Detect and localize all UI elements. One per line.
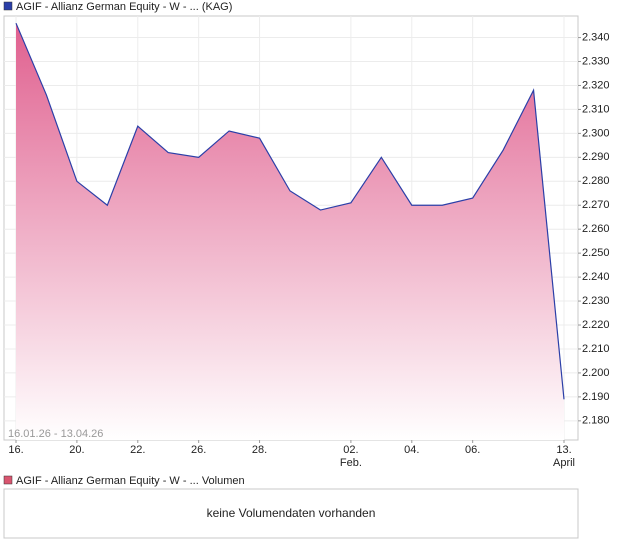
y-tick-label: 2.250 [582,247,610,259]
x-tick-label: 04. [404,444,419,456]
x-tick-label: 22. [130,444,145,456]
y-tick-label: 2.290 [582,151,610,163]
y-tick-label: 2.240 [582,271,610,283]
x-tick-label: 13. [556,444,571,456]
volume-legend-label: AGIF - Allianz German Equity - W - ... V… [16,475,245,487]
y-tick-label: 2.220 [582,319,610,331]
y-tick-label: 2.310 [582,103,610,115]
y-tick-label: 2.180 [582,415,610,427]
legend-swatch [3,1,13,11]
y-tick-label: 2.230 [582,295,610,307]
x-tick-label: 02. [343,444,358,456]
y-tick-label: 2.270 [582,199,610,211]
y-tick-label: 2.320 [582,79,610,91]
x-tick-label: 28. [252,444,267,456]
x-tick-label: 26. [191,444,206,456]
date-range: 16.01.26 - 13.04.26 [8,428,103,440]
y-tick-label: 2.330 [582,55,610,67]
volume-legend-swatch [3,475,13,485]
y-tick-label: 2.210 [582,343,610,355]
line [15,22,565,400]
y-tick-label: 2.300 [582,127,610,139]
volume-message: keine Volumendaten vorhanden [207,506,376,520]
y-tick-label: 2.260 [582,223,610,235]
x-tick-label: 16. [8,444,23,456]
x-tick-label: 06. [465,444,480,456]
volume-frame [3,488,579,539]
area [16,23,564,441]
y-tick-label: 2.190 [582,391,610,403]
y-tick-label: 2.340 [582,31,610,43]
x-tick-sublabel: Feb. [340,457,362,469]
legend-label: AGIF - Allianz German Equity - W - ... (… [16,1,232,13]
x-tick-label: 20. [69,444,84,456]
x-tick-sublabel: April [553,457,575,469]
y-tick-label: 2.280 [582,175,610,187]
y-tick-label: 2.200 [582,367,610,379]
